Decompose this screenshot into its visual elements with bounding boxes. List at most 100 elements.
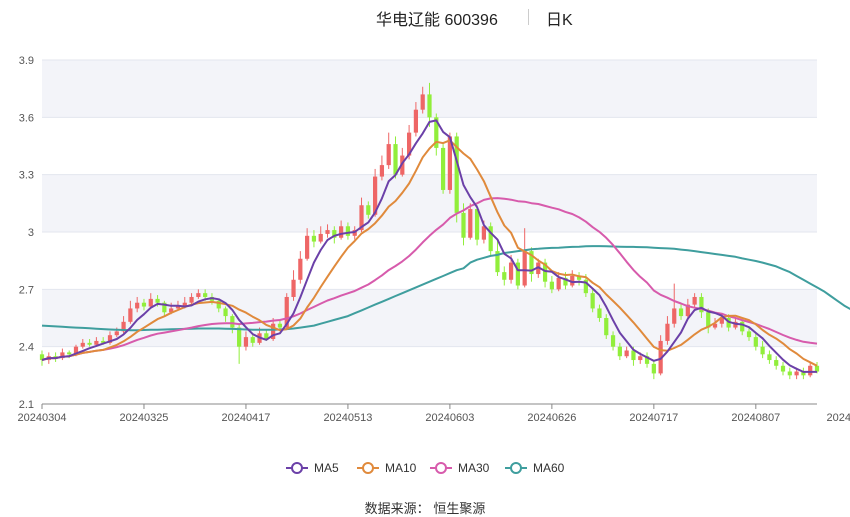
candle bbox=[651, 360, 656, 380]
candle-body bbox=[332, 230, 337, 238]
x-tick-label: 20240417 bbox=[221, 412, 270, 424]
y-axis: 2.1 2.4 2.7 3 3.3 3.6 3.9 bbox=[19, 55, 34, 411]
candle bbox=[291, 270, 296, 301]
candle bbox=[135, 296, 140, 313]
candle-body bbox=[583, 279, 588, 294]
candle-body bbox=[427, 94, 432, 118]
candle bbox=[366, 201, 371, 219]
candle-body bbox=[373, 176, 378, 215]
candle-body bbox=[522, 251, 527, 286]
candle-body bbox=[760, 346, 765, 355]
candle-body bbox=[135, 302, 140, 309]
moving-average-lines bbox=[41, 119, 850, 373]
x-tick-label: 20240325 bbox=[119, 412, 168, 424]
candle-body bbox=[658, 340, 663, 374]
candle bbox=[345, 222, 351, 240]
candle bbox=[393, 136, 398, 179]
candle bbox=[502, 266, 507, 286]
candle bbox=[774, 356, 779, 370]
candle-body bbox=[101, 340, 106, 343]
candle-body bbox=[447, 136, 453, 190]
candle bbox=[624, 346, 629, 359]
ma5-line bbox=[41, 119, 817, 373]
candle-body bbox=[339, 226, 344, 238]
chart-legend: MA5 MA10 MA30 MA60 bbox=[0, 459, 850, 477]
candle bbox=[522, 228, 527, 288]
candle bbox=[427, 82, 432, 127]
candle-body bbox=[794, 371, 799, 376]
candle bbox=[80, 339, 85, 349]
candle bbox=[665, 316, 670, 345]
y-tick-label: 3 bbox=[28, 227, 34, 239]
chart-period-label: 日K bbox=[546, 12, 573, 29]
candle-body bbox=[169, 308, 174, 313]
candle bbox=[39, 350, 45, 366]
x-tick-label: 20240603 bbox=[425, 412, 474, 424]
candle-body bbox=[692, 296, 697, 305]
candle bbox=[298, 251, 303, 284]
candle bbox=[468, 203, 473, 240]
candle-body bbox=[298, 258, 303, 280]
candle-body bbox=[468, 209, 473, 238]
candle-body bbox=[461, 212, 466, 238]
candle bbox=[60, 348, 65, 361]
candle bbox=[576, 272, 582, 286]
y-tick-label: 3.6 bbox=[19, 112, 34, 124]
candle bbox=[610, 331, 616, 351]
candle-body bbox=[740, 321, 745, 332]
candle bbox=[604, 314, 609, 340]
candle bbox=[529, 247, 534, 282]
candle bbox=[808, 361, 813, 378]
candle-body bbox=[542, 262, 548, 282]
candle-body bbox=[311, 235, 317, 242]
candle-body bbox=[386, 144, 391, 166]
candle-body bbox=[230, 316, 235, 328]
candle bbox=[141, 298, 147, 311]
candle bbox=[107, 331, 113, 345]
legend-item-ma10[interactable]: MA10 bbox=[357, 459, 416, 477]
candle-body bbox=[672, 308, 677, 324]
legend-ma30-marker bbox=[430, 462, 452, 474]
candle-body bbox=[264, 333, 269, 340]
candle bbox=[495, 239, 500, 276]
legend-ma5-label: MA5 bbox=[314, 461, 339, 475]
candle bbox=[243, 331, 249, 351]
candle bbox=[87, 339, 92, 347]
candle-body bbox=[495, 251, 500, 273]
candle-body bbox=[576, 275, 582, 280]
candle-body bbox=[774, 360, 779, 366]
y-tick-label: 2.1 bbox=[19, 399, 34, 411]
data-source: 数据来源： 恒生聚源 bbox=[0, 498, 850, 517]
candle-body bbox=[814, 365, 820, 372]
legend-item-ma5[interactable]: MA5 bbox=[286, 459, 339, 477]
legend-item-ma60[interactable]: MA60 bbox=[505, 459, 564, 477]
candle-body bbox=[767, 354, 772, 361]
candle-body bbox=[746, 331, 752, 338]
candle bbox=[216, 298, 221, 313]
candle-body bbox=[67, 352, 72, 355]
candle bbox=[787, 367, 792, 380]
candle-body bbox=[617, 346, 622, 357]
candle-body bbox=[243, 337, 249, 347]
candle-body bbox=[60, 352, 65, 359]
candle-body bbox=[685, 304, 690, 317]
chart-title: 华电辽能 600396 bbox=[376, 12, 498, 29]
candle bbox=[223, 306, 228, 322]
candle bbox=[706, 308, 711, 334]
candle-body bbox=[162, 302, 167, 313]
candle-body bbox=[284, 296, 289, 328]
candle-body bbox=[271, 323, 276, 340]
candle-body bbox=[182, 302, 187, 307]
candle-body bbox=[94, 340, 99, 345]
legend-item-ma30[interactable]: MA30 bbox=[430, 459, 489, 477]
candle-body bbox=[644, 356, 650, 364]
ma10-line bbox=[41, 139, 818, 367]
candle-body bbox=[223, 308, 228, 317]
candle bbox=[760, 340, 765, 359]
candle bbox=[379, 155, 385, 181]
candle-body bbox=[39, 354, 45, 361]
candle bbox=[590, 289, 595, 313]
candle bbox=[325, 224, 330, 238]
chart-title-bar: 华电辽能 600396 日K bbox=[0, 6, 850, 29]
candle-body bbox=[379, 165, 385, 177]
